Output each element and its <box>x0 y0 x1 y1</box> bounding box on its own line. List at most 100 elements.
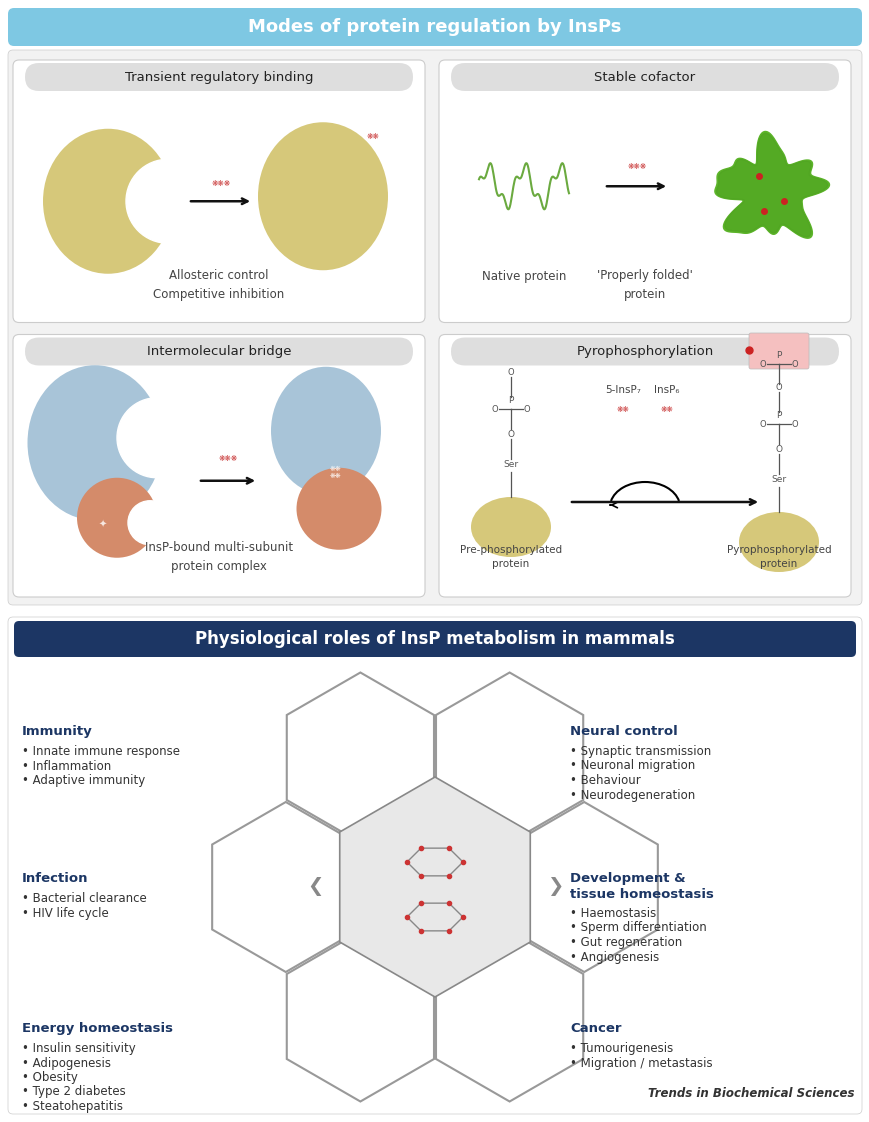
Text: Stable cofactor: Stable cofactor <box>594 71 694 83</box>
Polygon shape <box>435 672 582 843</box>
Text: O: O <box>775 383 781 392</box>
Polygon shape <box>340 778 529 997</box>
Ellipse shape <box>738 512 818 572</box>
Text: 'Properly folded'
protein: 'Properly folded' protein <box>596 268 692 301</box>
Text: • Insulin sensitivity: • Insulin sensitivity <box>22 1042 136 1055</box>
FancyBboxPatch shape <box>439 334 850 597</box>
Circle shape <box>128 500 172 545</box>
Text: ❋❋: ❋❋ <box>660 405 673 414</box>
Text: • Synaptic transmission: • Synaptic transmission <box>569 745 711 758</box>
Text: • Steatohepatitis: • Steatohepatitis <box>22 1100 123 1113</box>
FancyBboxPatch shape <box>8 50 861 605</box>
Text: • Migration / metastasis: • Migration / metastasis <box>569 1057 712 1069</box>
Ellipse shape <box>270 367 381 495</box>
Text: Neural control: Neural control <box>569 725 677 738</box>
Circle shape <box>116 398 196 478</box>
FancyBboxPatch shape <box>13 59 425 322</box>
Text: O: O <box>507 368 514 377</box>
Text: ❮: ❮ <box>307 877 322 896</box>
Text: • Type 2 diabetes: • Type 2 diabetes <box>22 1085 126 1098</box>
Text: • Haemostasis: • Haemostasis <box>569 907 655 920</box>
Text: O: O <box>774 445 781 454</box>
Text: InsP₆: InsP₆ <box>653 385 679 395</box>
Text: • Tumourigenesis: • Tumourigenesis <box>569 1042 673 1055</box>
Text: ❋❋❋: ❋❋❋ <box>627 162 646 171</box>
Text: • Bacterial clearance: • Bacterial clearance <box>22 892 147 905</box>
Ellipse shape <box>296 468 381 550</box>
Text: • Neuronal migration: • Neuronal migration <box>569 760 694 773</box>
Text: ❋❋
❋❋: ❋❋ ❋❋ <box>329 467 342 479</box>
Text: Development &
tissue homeostasis: Development & tissue homeostasis <box>569 872 713 901</box>
Text: • Behaviour: • Behaviour <box>569 774 640 787</box>
Text: Transient regulatory binding: Transient regulatory binding <box>124 71 313 83</box>
Text: • Inflammation: • Inflammation <box>22 760 111 773</box>
Text: • Adipogenesis: • Adipogenesis <box>22 1057 111 1069</box>
Text: Energy homeostasis: Energy homeostasis <box>22 1022 173 1034</box>
Text: Native protein: Native protein <box>481 270 566 283</box>
Text: O: O <box>791 420 798 429</box>
Text: O: O <box>491 405 498 414</box>
FancyBboxPatch shape <box>450 63 838 91</box>
Text: Physiological roles of InsP metabolism in mammals: Physiological roles of InsP metabolism i… <box>195 629 674 649</box>
Polygon shape <box>287 672 434 843</box>
Text: Pre-phosphorylated
protein: Pre-phosphorylated protein <box>460 545 561 569</box>
Text: Trends in Biochemical Sciences: Trends in Biochemical Sciences <box>647 1087 854 1100</box>
Text: InsP-bound multi-subunit
protein complex: InsP-bound multi-subunit protein complex <box>145 541 293 573</box>
Ellipse shape <box>77 478 156 558</box>
Text: Modes of protein regulation by InsPs: Modes of protein regulation by InsPs <box>248 18 621 36</box>
Text: ❋❋❋: ❋❋❋ <box>218 454 237 463</box>
Circle shape <box>126 159 209 243</box>
Polygon shape <box>510 802 657 972</box>
Text: P: P <box>775 411 780 420</box>
Polygon shape <box>435 931 582 1102</box>
Text: ❯: ❯ <box>547 877 562 896</box>
Text: • Sperm differentiation: • Sperm differentiation <box>569 921 706 935</box>
FancyBboxPatch shape <box>25 338 413 366</box>
Text: • Obesity: • Obesity <box>22 1072 78 1084</box>
FancyBboxPatch shape <box>450 338 838 366</box>
Text: • Neurodegeneration: • Neurodegeneration <box>569 789 694 801</box>
Text: Intermolecular bridge: Intermolecular bridge <box>147 344 291 358</box>
Polygon shape <box>714 131 828 238</box>
Text: Allosteric control
Competitive inhibition: Allosteric control Competitive inhibitio… <box>153 268 284 301</box>
Text: ❋❋❋: ❋❋❋ <box>211 178 230 187</box>
FancyBboxPatch shape <box>14 620 855 657</box>
Ellipse shape <box>470 497 550 557</box>
Text: ❋❋: ❋❋ <box>366 131 379 140</box>
Text: P: P <box>775 351 780 360</box>
FancyBboxPatch shape <box>439 59 850 322</box>
Text: 5-InsP₇: 5-InsP₇ <box>604 385 640 395</box>
Text: Ser: Ser <box>771 475 786 484</box>
Text: Immunity: Immunity <box>22 725 93 738</box>
FancyBboxPatch shape <box>25 63 413 91</box>
Text: Pyrophosphorylation: Pyrophosphorylation <box>575 344 713 358</box>
FancyBboxPatch shape <box>8 8 861 46</box>
Text: Pyrophosphorylated
protein: Pyrophosphorylated protein <box>726 545 831 569</box>
Text: ✦: ✦ <box>99 519 107 530</box>
Polygon shape <box>716 134 826 237</box>
Text: Ser: Ser <box>503 460 518 469</box>
Circle shape <box>300 752 569 1022</box>
FancyBboxPatch shape <box>748 333 808 369</box>
Text: • Innate immune response: • Innate immune response <box>22 745 180 758</box>
Text: O: O <box>759 359 766 368</box>
Text: P: P <box>507 396 513 405</box>
Text: • Gut regeneration: • Gut regeneration <box>569 936 681 949</box>
Polygon shape <box>287 931 434 1102</box>
Text: • HIV life cycle: • HIV life cycle <box>22 907 109 920</box>
Text: ❋❋: ❋❋ <box>616 405 628 414</box>
FancyBboxPatch shape <box>8 617 861 1114</box>
Text: • Adaptive immunity: • Adaptive immunity <box>22 774 145 787</box>
Text: O: O <box>791 359 798 368</box>
Ellipse shape <box>28 366 163 521</box>
Ellipse shape <box>258 122 388 270</box>
Text: Cancer: Cancer <box>569 1022 620 1034</box>
Text: Infection: Infection <box>22 872 89 885</box>
Text: • Angiogenesis: • Angiogenesis <box>569 950 659 964</box>
Text: O: O <box>523 405 530 414</box>
Text: O: O <box>507 430 514 439</box>
FancyBboxPatch shape <box>13 334 425 597</box>
Polygon shape <box>212 802 359 972</box>
Text: O: O <box>759 420 766 429</box>
Ellipse shape <box>43 129 173 274</box>
